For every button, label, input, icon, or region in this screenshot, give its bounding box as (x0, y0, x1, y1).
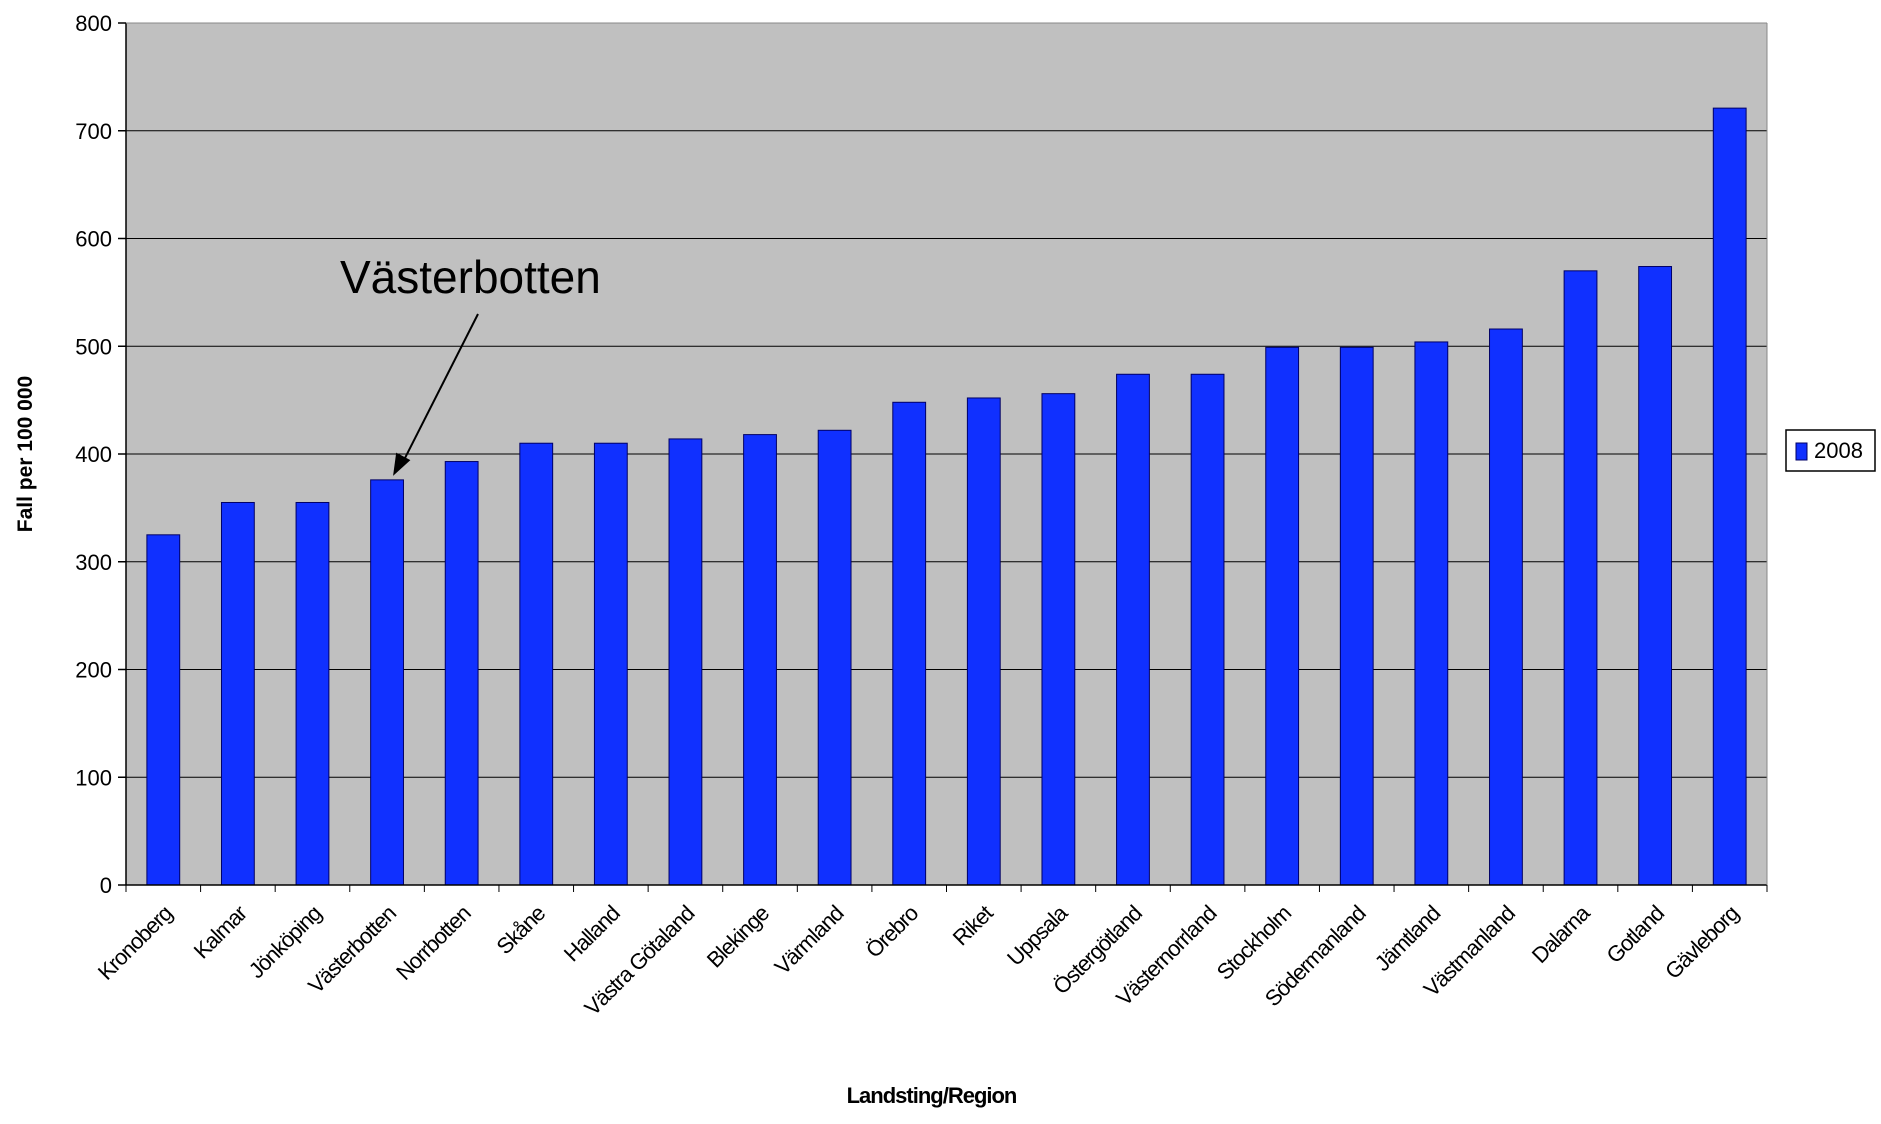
x-tick-label: Örebro (861, 900, 923, 962)
bar-riket (966, 397, 1001, 886)
bar-dalarna (1563, 270, 1598, 886)
bar-östergötland (1116, 373, 1150, 886)
x-axis-label: Landsting/Region (847, 1083, 1017, 1108)
bar-kalmar (220, 501, 255, 886)
x-tick-label: Jämtland (1370, 901, 1445, 976)
bar-västerbotten (370, 479, 404, 886)
bar-norrbotten (444, 461, 479, 886)
x-tick-label: Gävleborg (1660, 901, 1743, 984)
bar-skåne (519, 442, 554, 886)
x-tick-label: Norrbotten (391, 901, 475, 985)
bars (146, 107, 1747, 886)
bar-uppsala (1041, 393, 1076, 886)
y-tick-label: 600 (75, 227, 112, 252)
x-tick-label: Riket (948, 900, 998, 950)
x-tick-label: Halland (559, 901, 624, 966)
y-tick-label: 700 (75, 119, 112, 144)
bar-jämtland (1414, 341, 1449, 886)
bar-västernorrland (1190, 373, 1225, 886)
x-tick-label: Blekinge (702, 900, 774, 972)
annotation-arrowhead (393, 452, 411, 476)
bar-örebro (892, 401, 927, 886)
x-tick-label: Värmland (770, 901, 849, 980)
x-tick-label: Dalarna (1527, 900, 1595, 968)
y-tick-label: 100 (75, 765, 112, 790)
bar-västra-götaland (668, 438, 703, 886)
bar-kronoberg (146, 534, 181, 886)
bar-blekinge (743, 434, 777, 886)
legend-swatch (1795, 442, 1808, 461)
x-tick-label: Kalmar (189, 900, 252, 963)
x-tick-label: Kronoberg (93, 901, 177, 985)
y-tick-labels: 0 100 200 300 400 500 600 700 800 (75, 11, 112, 898)
bar-jönköping (295, 501, 330, 886)
annotation-label: Västerbotten (340, 251, 601, 303)
x-tick-labels: Kronoberg KalmarJönköpingVästerbottenNorr… (93, 900, 1743, 1021)
x-tick-label: Gotland (1601, 901, 1668, 968)
y-tick-label: 500 (75, 334, 112, 359)
annotation-arrow (402, 313, 479, 463)
axes (118, 22, 1768, 892)
bar-södermanland (1339, 346, 1374, 886)
x-tick-label: Uppsala (1002, 900, 1073, 971)
y-tick-label: 0 (100, 873, 112, 898)
bar-halland (593, 442, 628, 886)
bar-gotland (1638, 266, 1673, 886)
legend-label: 2008 (1814, 438, 1863, 463)
bar-västmanland (1489, 328, 1523, 886)
y-tick-label: 300 (75, 550, 112, 575)
bar-stockholm (1265, 346, 1300, 886)
legend: 2008 (1785, 429, 1876, 472)
y-tick-label: 200 (75, 658, 112, 683)
bar-värmland (817, 429, 852, 886)
x-tick-label: Skåne (492, 900, 551, 959)
y-axis-label: Fall per 100 000 (14, 376, 37, 532)
bar-gävleborg (1712, 107, 1747, 886)
y-tick-label: 800 (75, 11, 112, 36)
y-tick-label: 400 (75, 442, 112, 467)
